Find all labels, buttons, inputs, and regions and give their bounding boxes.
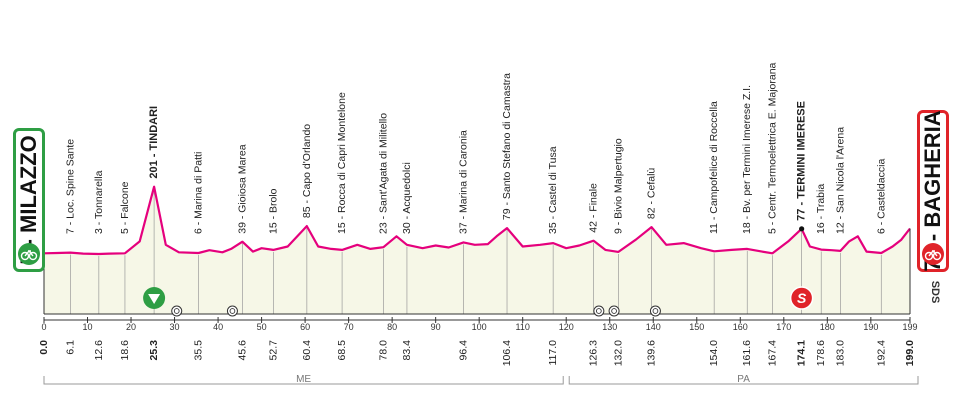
km-tick-label: 70 (344, 322, 354, 332)
kp-label: 35.5 (192, 340, 204, 361)
marker-outer-icon (649, 305, 661, 317)
place-label: 16 - Trabia (815, 184, 827, 234)
place-label: 12 - San Nicola l'Arena (834, 127, 846, 234)
place-label: 23 - Sant'Agata di Militello (377, 113, 389, 234)
kp-label: 96.4 (458, 340, 470, 361)
kp-label: 78.0 (377, 340, 389, 361)
km-tick-label: 199 (902, 322, 917, 332)
kp-label: 106.4 (501, 340, 513, 366)
profile-area (44, 186, 910, 314)
place-label: 6 - Marina di Patti (192, 152, 204, 234)
kp-label: 178.6 (815, 340, 827, 366)
km-tick-label: 60 (300, 322, 310, 332)
place-label: 39 - Gioiosa Marea (236, 144, 248, 233)
kp-label: 0.0 (38, 340, 50, 355)
kp-label: 68.5 (336, 340, 348, 361)
kp-label: 52.7 (267, 340, 279, 361)
kp-label: 126.3 (588, 340, 600, 366)
marker-outer-icon (593, 305, 605, 317)
marker-outer-icon (608, 305, 620, 317)
place-label: 5 - Centr. Termoelettrica E. Majorana (766, 62, 778, 234)
place-label: 6 - Casteldaccia (875, 159, 887, 234)
km-tick-label: 140 (646, 322, 661, 332)
place-label: 7 - Loc. Spine Sante (65, 139, 77, 234)
kp-label: 192.4 (875, 340, 887, 366)
marker-outer-icon (226, 305, 238, 317)
km-tick-label: 10 (83, 322, 93, 332)
marker-inner-icon (652, 308, 659, 314)
kp-label: 183.0 (834, 340, 846, 366)
marker-inner-icon (173, 308, 180, 314)
km-tick-label: 130 (602, 322, 617, 332)
place-label: 201 - TINDARI (148, 106, 160, 179)
marker-inner-icon (611, 308, 617, 314)
place-label: 15 - Rocca di Capri Montelone (336, 92, 348, 234)
kp-label: 117.0 (547, 340, 559, 366)
km-tick-label: 160 (733, 322, 748, 332)
brand-logo: SDS (929, 281, 941, 304)
km-tick-label: 0 (41, 322, 46, 332)
sprint-icon (789, 286, 814, 310)
kp-label: 161.6 (741, 340, 753, 366)
profile-line (43, 185, 911, 256)
km-tick-label: 100 (472, 322, 487, 332)
sprint-symbol: S (797, 290, 807, 306)
kp-label: 83.4 (401, 340, 413, 361)
place-label: 5 - Falcone (119, 181, 131, 234)
place-label: 11 - Campofelice di Roccella (708, 101, 720, 234)
km-tick-label: 180 (820, 322, 835, 332)
place-label: 82 - Cefalù (646, 168, 658, 220)
marker-inner-icon (229, 308, 236, 314)
place-label: 77 - TERMINI IMERESE (796, 101, 808, 221)
km-tick-label: 30 (170, 322, 180, 332)
finish-bike-icon (922, 243, 944, 265)
kp-label: 154.0 (708, 340, 720, 366)
start-town-box: 5 - MILAZZO (13, 128, 45, 272)
kp-label: 45.6 (236, 340, 248, 361)
km-tick-label: 170 (776, 322, 791, 332)
place-label: 85 - Capo d'Orlando (301, 124, 313, 218)
province-label: ME (296, 374, 311, 385)
km-tick-label: 120 (559, 322, 574, 332)
km-tick-label: 110 (516, 322, 530, 332)
place-label: 3 - Tonnarella (93, 170, 105, 234)
km-tick-label: 190 (863, 322, 878, 332)
marker-inner-icon (595, 308, 602, 314)
place-label: 30 - Acquedolci (401, 162, 413, 234)
place-label: 42 - Finale (588, 183, 600, 233)
kp-label: 139.6 (646, 340, 658, 366)
province-bracket (43, 376, 564, 385)
province-bracket (568, 376, 919, 385)
kp-label: 12.6 (93, 340, 105, 361)
marker-outer-icon (171, 305, 183, 317)
kp-label: 18.6 (119, 340, 131, 361)
kp-label: 174.1 (796, 340, 808, 366)
km-tick-label: 80 (387, 322, 397, 332)
kp-label: 199.0 (904, 340, 916, 366)
kp-label: 132.0 (612, 340, 624, 366)
km-tick-label: 50 (257, 322, 267, 332)
km-tick-label: 150 (689, 322, 704, 332)
gpm-triangle-icon (148, 294, 161, 304)
place-label: 79 - Santo Stefano di Camastra (501, 73, 513, 220)
place-label: 18 - Bv. per Termini Imerese Z.I. (741, 85, 753, 234)
km-tick-label: 40 (213, 322, 223, 332)
kp-label: 6.1 (65, 340, 77, 355)
place-label: 9 - Bivio Malpertugio (612, 138, 624, 234)
sprint-profile-dot (799, 226, 805, 232)
start-bike-icon (18, 243, 40, 265)
kp-label: 167.4 (766, 340, 778, 366)
kp-label: 60.4 (301, 340, 313, 361)
place-label: 37 - Marina di Caronia (458, 130, 470, 234)
finish-town-box: 78 - BAGHERIA (917, 110, 949, 272)
km-tick-label: 20 (126, 322, 136, 332)
km-tick-label: 90 (431, 322, 441, 332)
place-label: 35 - Castel di Tusa (547, 146, 559, 234)
province-label: PA (737, 374, 750, 385)
place-label: 15 - Brolo (267, 188, 279, 234)
kp-label: 25.3 (148, 340, 160, 361)
